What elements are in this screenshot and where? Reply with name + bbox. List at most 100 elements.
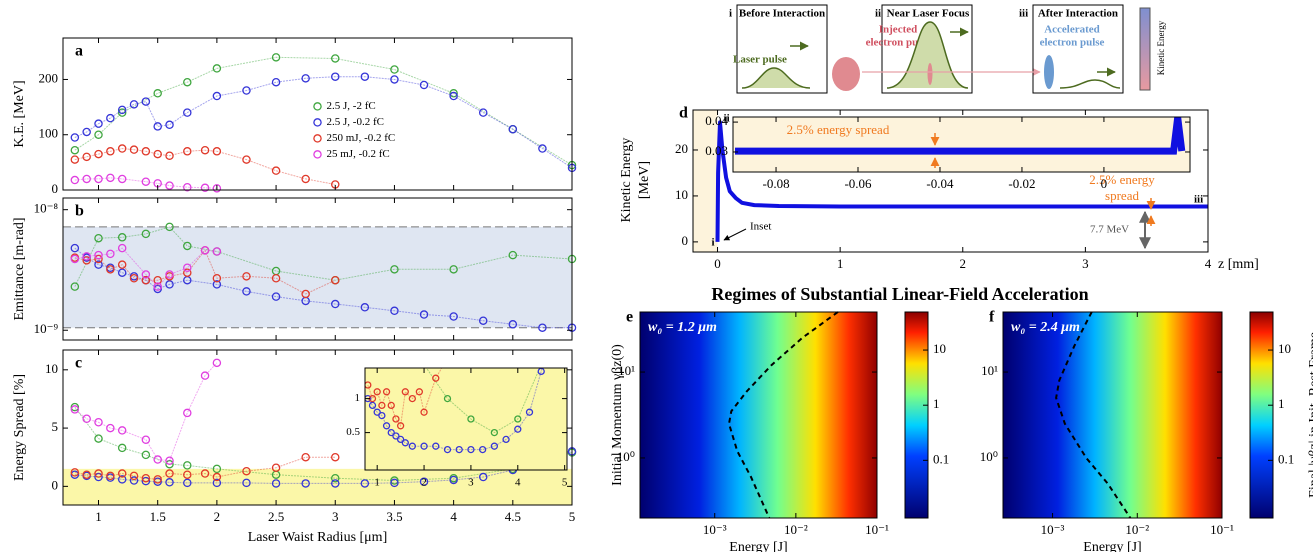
contour	[1055, 311, 1132, 519]
data-point	[242, 155, 251, 164]
data-point	[419, 310, 429, 319]
electron-pulse	[927, 63, 933, 85]
data-point	[331, 479, 340, 488]
data-point	[94, 119, 103, 128]
colorbar	[1249, 311, 1274, 519]
data-point	[365, 381, 372, 389]
x-tick-label: 4	[450, 509, 457, 524]
x-tick-label: 2.5	[268, 509, 284, 524]
series-line	[74, 406, 573, 482]
data-point	[165, 120, 174, 130]
x-tick-label: 2	[421, 477, 427, 489]
data-point	[82, 256, 91, 265]
data-point	[212, 247, 222, 256]
data-point	[331, 72, 340, 81]
data-point	[94, 434, 103, 443]
data-point	[165, 151, 174, 160]
data-point	[331, 473, 340, 483]
data-point	[70, 145, 80, 155]
data-point	[94, 233, 103, 243]
plot-frame	[62, 349, 573, 506]
stage-label: ii	[724, 113, 730, 125]
x-tick-label: 10⁻¹	[865, 522, 889, 537]
data-point	[200, 183, 210, 193]
data-point	[183, 147, 192, 156]
data-point	[331, 275, 340, 285]
data-point	[200, 469, 210, 478]
y-tick-label: 100	[39, 126, 59, 141]
stage-marker: i	[729, 8, 732, 20]
data-point	[373, 408, 381, 416]
x-tick-label: 3.5	[386, 509, 402, 524]
x-tick-label: -0.02	[1008, 176, 1035, 191]
data-point	[449, 265, 458, 274]
inset-line	[735, 117, 1186, 155]
data-point	[141, 97, 151, 106]
data-point	[420, 442, 428, 450]
data-point	[382, 388, 391, 396]
stage-title: Near Laser Focus	[887, 8, 970, 20]
data-point	[106, 423, 115, 433]
data-point	[141, 450, 151, 460]
data-point	[141, 229, 151, 239]
data-point	[129, 100, 139, 109]
data-point	[117, 108, 127, 117]
note: electron pulse	[1040, 37, 1105, 49]
series-line	[74, 177, 217, 189]
data-point	[153, 122, 162, 131]
laser-pulse	[741, 67, 811, 89]
x-axis-label: Energy [J]	[729, 540, 787, 552]
colorbar	[904, 311, 929, 519]
data-point	[331, 299, 340, 309]
x-tick-label: 3	[332, 509, 339, 524]
data-point	[212, 147, 222, 156]
data-point	[508, 250, 518, 260]
plot-frame	[62, 197, 573, 341]
data-point	[444, 355, 450, 361]
data-point	[153, 275, 162, 285]
panel-label: c	[75, 355, 82, 372]
data-point	[82, 127, 91, 137]
data-point	[117, 469, 127, 478]
data-point	[212, 91, 222, 101]
data-point	[183, 268, 192, 277]
data-point	[129, 476, 139, 485]
data-point	[271, 292, 281, 301]
x-tick-label: 0	[1101, 176, 1108, 191]
data-point	[106, 173, 115, 183]
data-point	[82, 470, 91, 479]
data-point	[396, 422, 405, 430]
data-point	[94, 418, 103, 427]
data-point	[200, 371, 210, 380]
x-tick-label: 3	[468, 477, 474, 489]
heading: Regimes of Substantial Linear-Field Acce…	[711, 284, 1088, 304]
data-point	[360, 303, 370, 312]
y-tick-label: 0.5	[346, 426, 360, 438]
data-point	[420, 408, 428, 416]
data-point	[165, 469, 174, 478]
x-tick-label: 3	[1082, 256, 1089, 271]
data-point	[401, 388, 409, 396]
data-point	[419, 80, 429, 90]
data-point	[117, 144, 127, 153]
data-point	[183, 182, 192, 192]
stage-marker: iii	[1019, 8, 1028, 20]
data-point	[165, 181, 174, 190]
inset-label: Inset	[750, 221, 771, 233]
data-point	[432, 374, 440, 382]
data-point	[106, 147, 115, 156]
legend-label: 2.5 J, -2 fC	[327, 100, 376, 112]
data-point	[401, 439, 409, 447]
data-point	[301, 74, 310, 83]
data-point	[141, 435, 151, 444]
data-point	[70, 175, 80, 185]
data-point	[271, 273, 281, 283]
x-tick-label: 1.5	[150, 509, 166, 524]
data-point	[129, 273, 139, 283]
data-point	[200, 246, 210, 255]
x-tick-label: 1	[95, 509, 102, 524]
data-point	[396, 435, 405, 444]
data-point	[467, 445, 475, 454]
data-point	[419, 477, 429, 486]
data-point	[301, 452, 310, 462]
